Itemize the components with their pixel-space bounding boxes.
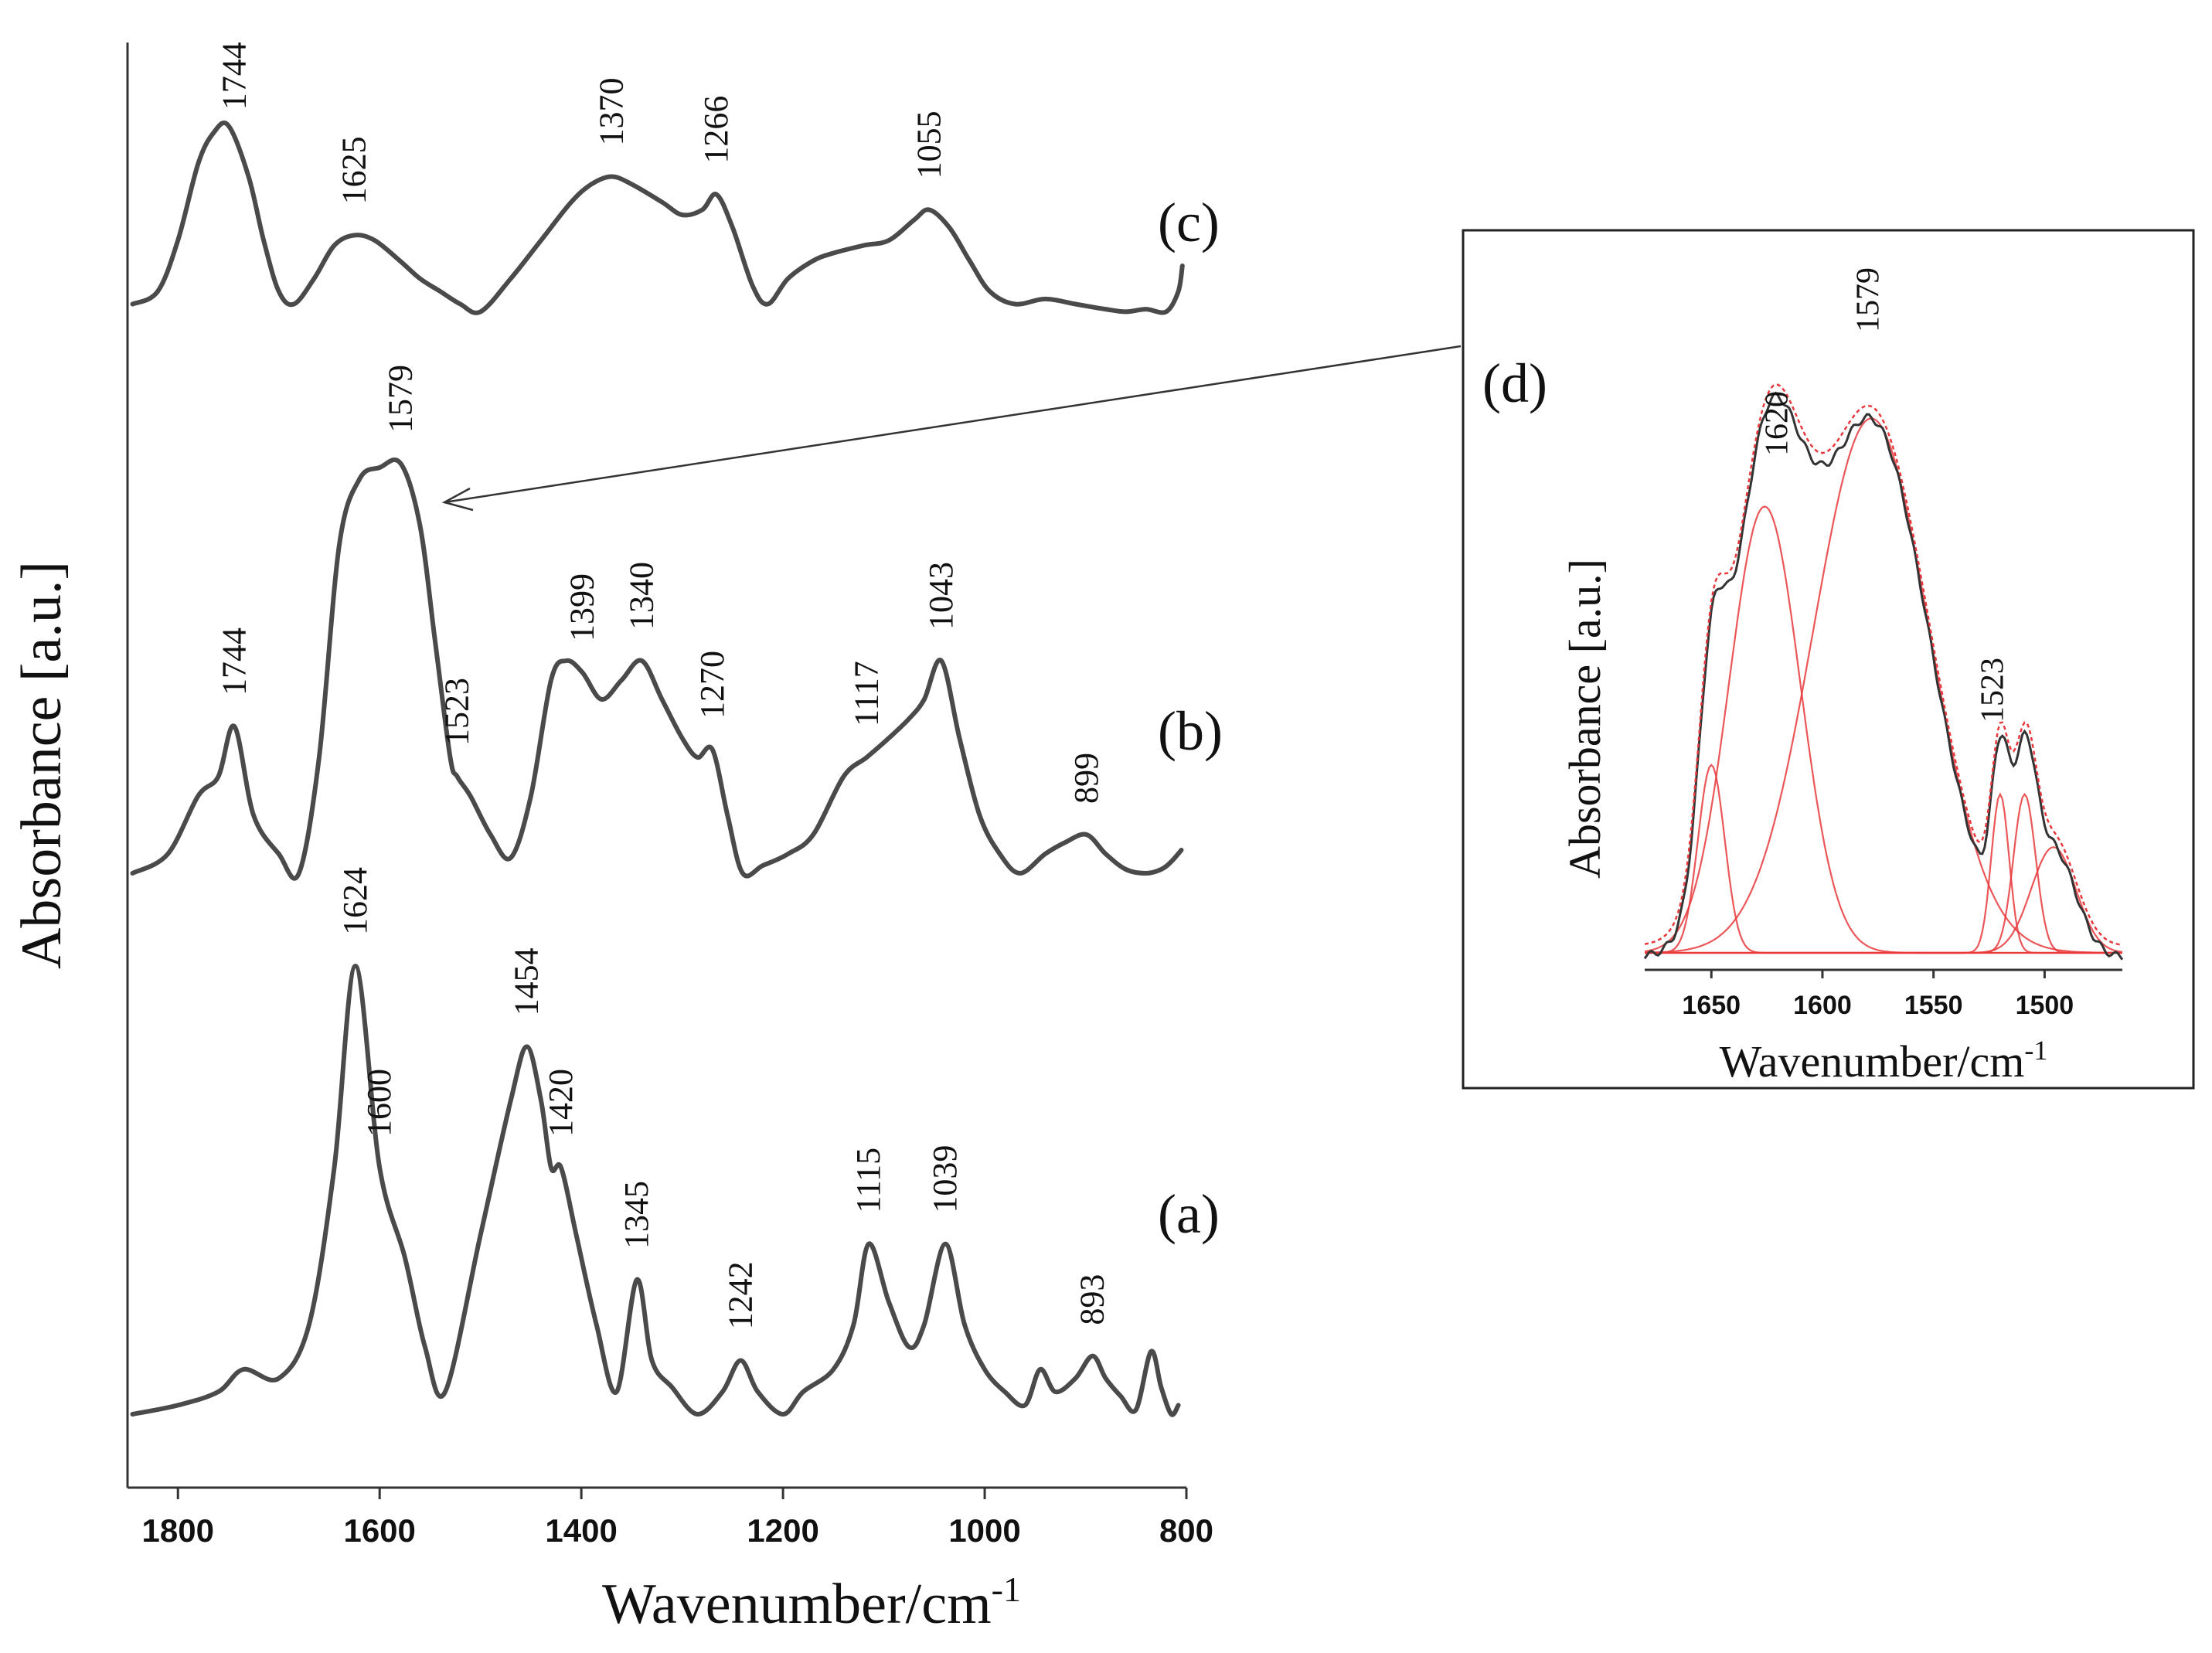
inset-x-title-superscript: -1 xyxy=(2024,1035,2047,1066)
x-axis-title-superscript: -1 xyxy=(992,1570,1021,1609)
inset-x-tick-label: 1550 xyxy=(1904,991,1963,1020)
x-tick-label: 800 xyxy=(1159,1512,1213,1549)
fit-component-line xyxy=(1645,846,2123,954)
spectrum-line-a xyxy=(130,964,1181,1417)
spectrum-line-b xyxy=(130,457,1184,881)
peak-label: 1055 xyxy=(910,111,948,179)
x-tick-group: 1800 1600 1400 1200 1000 800 xyxy=(142,1488,1213,1549)
peak-label: 899 xyxy=(1067,753,1105,804)
inset-peak-label: 1579 xyxy=(1850,267,1886,332)
peak-label: 1744 xyxy=(215,42,253,110)
peak-label: 1266 xyxy=(697,96,735,164)
peak-label-group: 1624 1600 1454 1420 1345 1242 1115 1039 893 1744 1… xyxy=(215,42,1111,1329)
inset-panel-label: (d) xyxy=(1482,352,1547,414)
experimental-spectrum-line xyxy=(1643,391,2124,961)
peak-label: 1625 xyxy=(335,136,373,204)
x-axis-title: Wavenumber/cm-1 xyxy=(602,1570,1021,1636)
peak-label: 1117 xyxy=(847,661,885,726)
peak-label: 1270 xyxy=(693,651,731,719)
x-tick-label: 1600 xyxy=(343,1512,415,1549)
peak-label: 893 xyxy=(1074,1274,1111,1325)
inset-y-axis-title: Absorbance [a.u.] xyxy=(1560,559,1610,879)
fit-sum-line xyxy=(1644,383,2123,946)
peak-label: 1399 xyxy=(563,573,601,641)
peak-label: 1039 xyxy=(926,1145,964,1213)
inset-peak-label: 1620 xyxy=(1760,391,1795,456)
peak-label: 1420 xyxy=(542,1069,580,1137)
inset-panel-d: (d) 1650 1600 1550 1500 Absorbance [a.u.] W… xyxy=(1462,229,2195,1090)
x-tick-label: 1000 xyxy=(948,1512,1020,1549)
peak-label: 1600 xyxy=(360,1069,398,1137)
arrow xyxy=(441,345,1462,512)
peak-label: 1744 xyxy=(215,628,253,696)
inset-x-tick-label: 1500 xyxy=(2016,991,2074,1020)
peak-label: 1523 xyxy=(438,678,476,746)
peak-label: 1345 xyxy=(618,1181,655,1249)
x-tick-label: 1800 xyxy=(142,1512,214,1549)
inset-x-title-text: Wavenumber/cm xyxy=(1720,1036,2025,1087)
main-axes: 1800 1600 1400 1200 1000 800 Absorbance [a.u.… xyxy=(10,43,1213,1636)
series-label-a: (a) xyxy=(1158,1183,1220,1245)
inset-curve-group xyxy=(1643,383,2124,961)
spectrum-line-c xyxy=(130,121,1185,315)
x-tick-label: 1200 xyxy=(747,1512,818,1549)
series-label-c: (c) xyxy=(1158,192,1220,253)
series-label-b: (b) xyxy=(1158,700,1223,762)
y-axis-title: Absorbance [a.u.] xyxy=(10,561,73,969)
inset-x-tick-label: 1650 xyxy=(1682,991,1741,1020)
inset-x-axis-title: Wavenumber/cm-1 xyxy=(1720,1035,2048,1087)
peak-label: 1043 xyxy=(922,562,960,630)
peak-label: 1242 xyxy=(721,1261,759,1329)
inset-peak-label-group: 1620 1579 1523 xyxy=(1760,267,2011,723)
inset-x-tick-label: 1600 xyxy=(1793,991,1852,1020)
arrow-head xyxy=(441,487,474,512)
arrow-line xyxy=(444,345,1462,504)
peak-label: 1115 xyxy=(849,1148,887,1213)
spectra-group xyxy=(130,121,1185,1417)
peak-label: 1340 xyxy=(622,562,660,630)
x-tick-label: 1400 xyxy=(545,1512,617,1549)
peak-label: 1624 xyxy=(336,867,374,935)
inset-peak-label: 1523 xyxy=(1975,658,2010,723)
peak-label: 1370 xyxy=(592,78,630,146)
x-axis-title-text: Wavenumber/cm xyxy=(602,1573,992,1636)
inset-frame xyxy=(1462,229,2195,1090)
inset-x-tick-group: 1650 1600 1550 1500 xyxy=(1682,970,2074,1020)
peak-label: 1454 xyxy=(508,947,546,1015)
peak-label: 1579 xyxy=(382,365,420,433)
